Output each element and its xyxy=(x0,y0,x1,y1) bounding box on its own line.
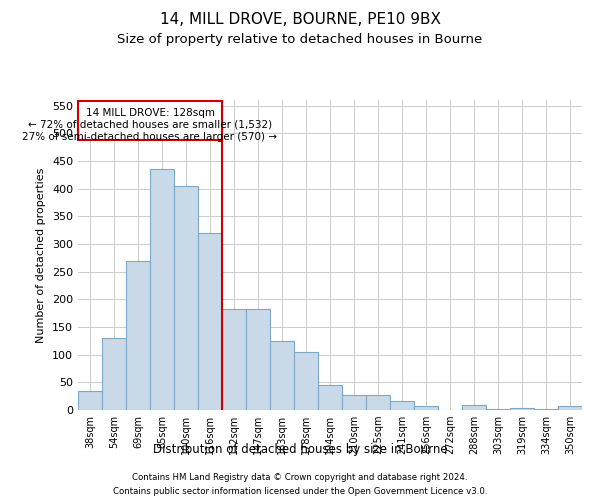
Bar xyxy=(222,308,246,410)
Bar xyxy=(78,390,102,410)
Text: 14, MILL DROVE, BOURNE, PE10 9BX: 14, MILL DROVE, BOURNE, PE10 9BX xyxy=(160,12,440,28)
Bar xyxy=(486,409,510,410)
Bar xyxy=(318,385,342,410)
Bar xyxy=(414,406,438,410)
Bar xyxy=(534,409,558,410)
Bar xyxy=(294,352,318,410)
Text: Size of property relative to detached houses in Bourne: Size of property relative to detached ho… xyxy=(118,32,482,46)
Text: Contains HM Land Registry data © Crown copyright and database right 2024.: Contains HM Land Registry data © Crown c… xyxy=(132,472,468,482)
Bar xyxy=(150,169,174,410)
Text: 27% of semi-detached houses are larger (570) →: 27% of semi-detached houses are larger (… xyxy=(23,132,277,142)
Text: ← 72% of detached houses are smaller (1,532): ← 72% of detached houses are smaller (1,… xyxy=(28,120,272,130)
Bar xyxy=(174,186,198,410)
Bar xyxy=(78,101,222,140)
Bar xyxy=(462,405,486,410)
Bar xyxy=(102,338,126,410)
Bar xyxy=(558,406,582,410)
Bar xyxy=(246,308,270,410)
Bar xyxy=(342,394,366,410)
Text: Contains public sector information licensed under the Open Government Licence v3: Contains public sector information licen… xyxy=(113,488,487,496)
Bar xyxy=(510,408,534,410)
Text: Distribution of detached houses by size in Bourne: Distribution of detached houses by size … xyxy=(152,442,448,456)
Y-axis label: Number of detached properties: Number of detached properties xyxy=(37,168,46,342)
Bar xyxy=(270,341,294,410)
Bar xyxy=(198,233,222,410)
Bar xyxy=(390,400,414,410)
Text: 14 MILL DROVE: 128sqm: 14 MILL DROVE: 128sqm xyxy=(86,108,215,118)
Bar xyxy=(126,260,150,410)
Bar xyxy=(366,394,390,410)
